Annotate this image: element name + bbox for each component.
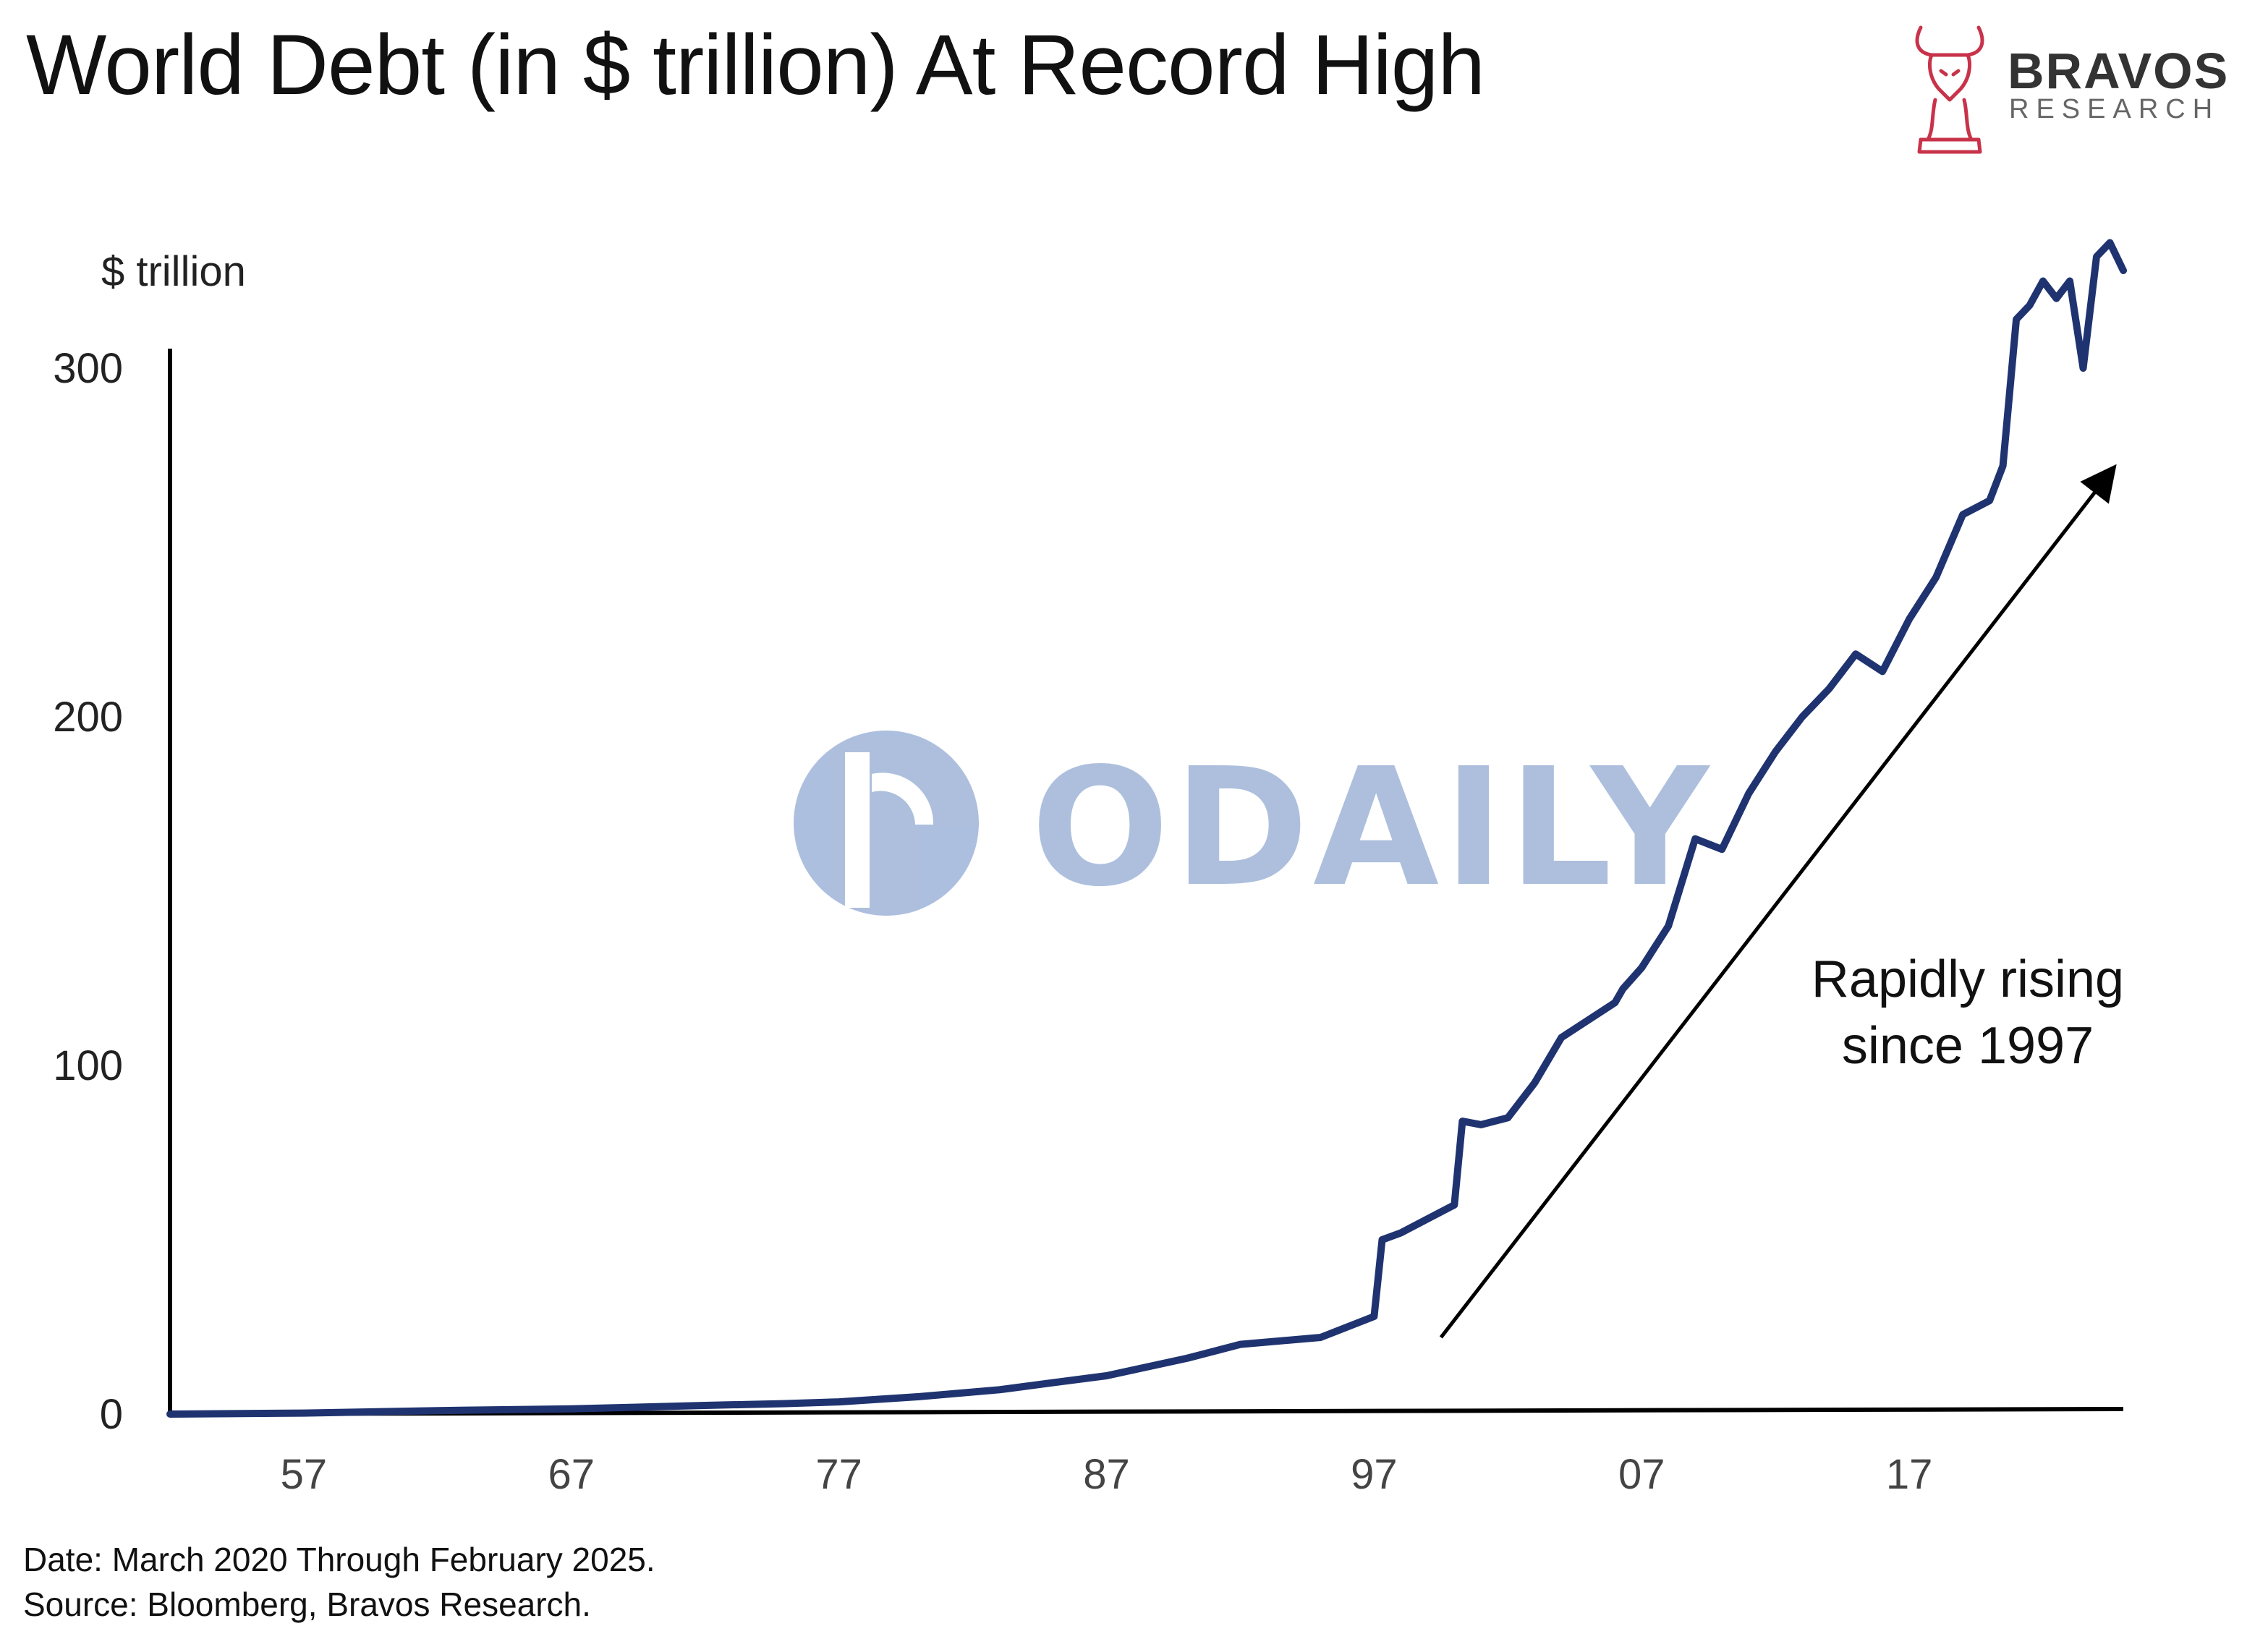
- footer-source: Source: Bloomberg, Bravos Research.: [23, 1586, 591, 1623]
- x-tick-label: 07: [1618, 1451, 1665, 1498]
- trend-arrow: [1439, 464, 2117, 1339]
- x-tick-label: 87: [1083, 1451, 1130, 1498]
- y-tick-label: 100: [53, 1042, 123, 1089]
- x-tick-label: 17: [1886, 1451, 1933, 1498]
- trend-annotation: Rapidly rising since 1997: [1439, 464, 2124, 1339]
- y-tick-label: 300: [53, 345, 123, 392]
- annotation-line-2: since 1997: [1842, 1017, 2094, 1075]
- x-tick-label: 67: [548, 1451, 595, 1498]
- x-tick-labels: 57 67 77 87 97 07 17: [281, 1451, 1933, 1498]
- logo-brand-text: BRAVOS: [2008, 43, 2230, 99]
- x-tick-label: 97: [1351, 1451, 1398, 1498]
- x-tick-label: 77: [815, 1451, 862, 1498]
- x-tick-label: 57: [281, 1451, 328, 1498]
- y-axis-label: $ trillion: [101, 248, 246, 295]
- watermark-text: ODAILY: [1031, 733, 1713, 923]
- y-tick-label: 0: [100, 1391, 123, 1438]
- bravos-research-logo: BRAVOS RESEARCH: [1899, 13, 2246, 158]
- odaily-watermark: ODAILY: [794, 731, 1713, 923]
- odaily-logo-icon: [794, 731, 979, 916]
- footer-date: Date: March 2020 Through February 2025.: [23, 1541, 655, 1578]
- world-debt-line: [166, 239, 2127, 1418]
- chart-footer: Date: March 2020 Through February 2025. …: [23, 1537, 655, 1627]
- bull-knight-icon: [1915, 25, 1984, 154]
- logo-sub-text: RESEARCH: [2009, 94, 2220, 124]
- annotation-line-1: Rapidly rising: [1812, 950, 2124, 1008]
- y-tick-labels: 0 100 200 300: [53, 345, 123, 1438]
- y-tick-label: 200: [53, 694, 123, 741]
- chart-title: World Debt (in $ trillion) At Record Hig…: [26, 17, 1485, 113]
